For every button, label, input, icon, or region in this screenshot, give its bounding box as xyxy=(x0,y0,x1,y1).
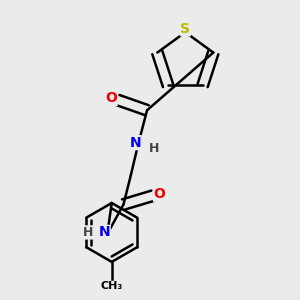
Text: H: H xyxy=(149,142,160,155)
Text: S: S xyxy=(180,22,190,36)
Text: N: N xyxy=(130,136,141,150)
Text: O: O xyxy=(105,92,117,106)
Text: N: N xyxy=(98,225,110,239)
Text: H: H xyxy=(83,226,93,239)
Text: O: O xyxy=(154,187,165,201)
Text: CH₃: CH₃ xyxy=(100,281,123,291)
